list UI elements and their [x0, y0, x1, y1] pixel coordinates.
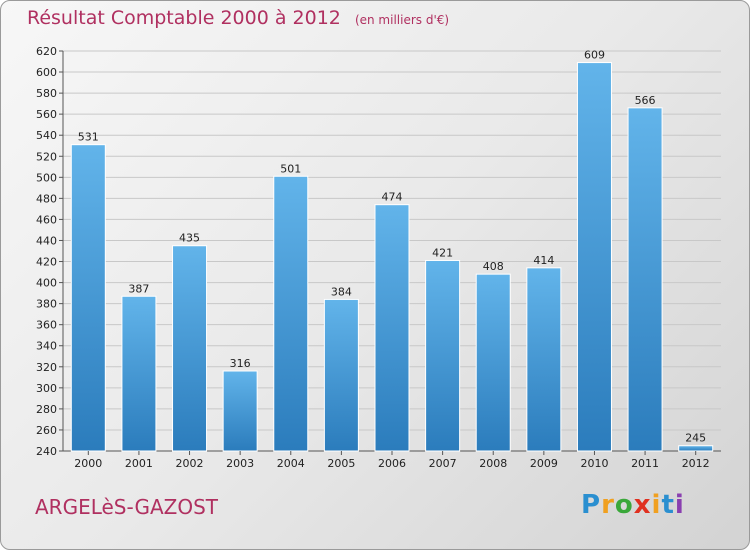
x-tick-label: 2006: [378, 457, 406, 470]
bar: [374, 204, 410, 452]
y-tick-label: 360: [36, 319, 57, 332]
y-tick-label: 540: [36, 129, 57, 142]
y-tick-label: 500: [36, 171, 57, 184]
x-tick-label: 2010: [580, 457, 608, 470]
y-tick-label: 480: [36, 192, 57, 205]
y-tick-label: 240: [36, 445, 57, 458]
x-tick-label: 2012: [682, 457, 710, 470]
x-tick-label: 2002: [176, 457, 204, 470]
data-label: 387: [128, 282, 149, 295]
data-label: 501: [280, 162, 301, 175]
bar: [222, 370, 258, 452]
x-tick-label: 2005: [327, 457, 355, 470]
x-tick-label: 2000: [74, 457, 102, 470]
y-tick-label: 340: [36, 340, 57, 353]
y-tick-label: 260: [36, 424, 57, 437]
data-label: 316: [230, 357, 251, 370]
bar: [678, 445, 714, 452]
bar: [576, 62, 612, 452]
data-label: 531: [78, 131, 99, 144]
y-tick-label: 460: [36, 213, 57, 226]
y-tick-label: 300: [36, 382, 57, 395]
data-label: 609: [584, 49, 605, 62]
logo-letter: x: [633, 490, 652, 520]
logo-letter: r: [601, 490, 615, 520]
y-tick-label: 320: [36, 361, 57, 374]
place-name: ARGELèS-GAZOST: [35, 495, 218, 519]
y-tick-label: 520: [36, 150, 57, 163]
data-label: 245: [685, 432, 706, 445]
bar: [70, 144, 106, 452]
logo-letter: o: [614, 490, 634, 520]
x-tick-label: 2004: [277, 457, 305, 470]
x-tick-label: 2011: [631, 457, 659, 470]
y-tick-label: 560: [36, 108, 57, 121]
x-tick-label: 2009: [530, 457, 558, 470]
bar: [425, 259, 461, 452]
logo-letter: i: [674, 490, 685, 520]
chart-title: Résultat Comptable 2000 à 2012: [27, 7, 341, 29]
bar: [475, 273, 511, 452]
logo-letter: P: [581, 490, 602, 520]
y-tick-label: 620: [36, 45, 57, 58]
y-tick-label: 440: [36, 234, 57, 247]
y-tick-label: 280: [36, 403, 57, 416]
data-label: 566: [635, 94, 656, 107]
data-label: 384: [331, 285, 352, 298]
logo-letter: t: [661, 490, 675, 520]
bar: [172, 245, 208, 452]
chart-subtitle: (en milliers d'€): [354, 13, 450, 27]
y-tick-label: 380: [36, 298, 57, 311]
data-label: 414: [533, 254, 554, 267]
y-tick-label: 580: [36, 87, 57, 100]
x-tick-label: 2001: [125, 457, 153, 470]
y-tick-label: 600: [36, 66, 57, 79]
bar: [627, 107, 663, 452]
chart-title-block: Résultat Comptable 2000 à 2012 (en milli…: [27, 7, 449, 29]
logo-letter: i: [651, 490, 662, 520]
bar: [121, 295, 157, 452]
y-tick-label: 420: [36, 256, 57, 269]
bar: [526, 267, 562, 452]
bar: [273, 175, 309, 452]
data-label: 421: [432, 246, 453, 259]
data-label: 474: [382, 191, 403, 204]
x-tick-label: 2003: [226, 457, 254, 470]
data-label: 435: [179, 232, 200, 245]
x-tick-label: 2008: [479, 457, 507, 470]
data-label: 408: [483, 260, 504, 273]
x-tick-label: 2007: [429, 457, 457, 470]
bar: [323, 298, 359, 452]
y-tick-label: 400: [36, 277, 57, 290]
proxiti-logo: Proxiti: [581, 490, 685, 520]
